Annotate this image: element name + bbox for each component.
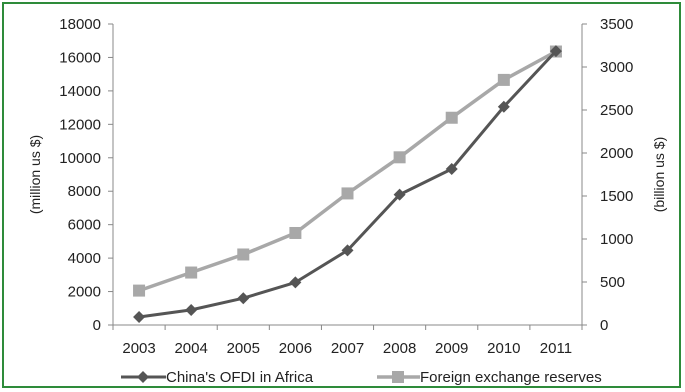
data-point — [497, 73, 510, 86]
left-y-tick-label: 6000 — [68, 217, 101, 234]
data-point — [237, 292, 250, 305]
data-point — [549, 45, 562, 58]
legend: China's OFDI in Africa Foreign exchange … — [121, 369, 602, 386]
x-tick-label: 2009 — [435, 340, 468, 357]
right-y-tick-label: 3500 — [600, 16, 633, 33]
x-tick-label: 2005 — [227, 340, 260, 357]
right-y-tick-label: 2000 — [600, 145, 633, 162]
left-y-tick-label: 14000 — [59, 83, 101, 100]
right-y-axis-label: (billion us $) — [651, 137, 667, 212]
data-point — [237, 248, 250, 261]
x-tick-label: 2007 — [331, 340, 364, 357]
left-y-ticks: 0 2000 4000 6000 8000 10000 12000 14000 16000 180… — [59, 16, 113, 334]
legend-reserves-marker — [392, 371, 404, 383]
data-point — [393, 151, 406, 164]
right-y-ticks: 0 500 1000 1500 2000 2500 3000 3500 — [582, 16, 633, 334]
left-y-tick-label: 2000 — [68, 284, 101, 301]
left-y-tick-label: 16000 — [59, 49, 101, 66]
data-point — [497, 100, 510, 113]
legend-ofdi-label: China's OFDI in Africa — [166, 369, 314, 386]
data-point — [133, 284, 146, 297]
axes — [112, 24, 583, 326]
left-y-axis-label: (million us $) — [27, 135, 43, 214]
left-y-tick-label: 0 — [93, 317, 101, 334]
x-ticks: 2003 2004 2005 2006 2007 2008 2009 2010 2011 — [112, 325, 583, 357]
series-line — [138, 50, 557, 319]
x-tick-label: 2006 — [279, 340, 312, 357]
right-y-tick-label: 0 — [600, 317, 608, 334]
right-y-tick-label: 1000 — [600, 231, 633, 248]
data-point — [133, 310, 146, 323]
right-y-tick-label: 3000 — [600, 59, 633, 76]
left-y-tick-label: 8000 — [68, 183, 101, 200]
series-layer — [133, 45, 562, 323]
data-point — [289, 276, 302, 289]
data-point — [289, 226, 302, 239]
x-tick-label: 2004 — [174, 340, 207, 357]
right-y-tick-label: 500 — [600, 274, 625, 291]
legend-reserves-label: Foreign exchange reserves — [420, 369, 602, 386]
x-tick-label: 2010 — [487, 340, 520, 357]
data-point — [445, 111, 458, 124]
left-y-tick-label: 12000 — [59, 116, 101, 133]
data-point — [341, 187, 354, 200]
left-y-tick-label: 10000 — [59, 150, 101, 167]
x-tick-label: 2008 — [383, 340, 416, 357]
x-tick-label: 2011 — [540, 340, 572, 357]
data-point — [185, 266, 198, 279]
left-y-tick-label: 18000 — [59, 16, 101, 33]
legend-ofdi-marker — [137, 371, 149, 383]
left-y-tick-label: 4000 — [68, 250, 101, 267]
series-reserves — [133, 45, 562, 297]
right-y-tick-label: 2500 — [600, 102, 633, 119]
x-tick-label: 2003 — [122, 340, 155, 357]
data-point — [393, 188, 406, 201]
series-ofdi — [133, 45, 562, 323]
data-point — [341, 244, 354, 257]
right-y-tick-label: 1500 — [600, 188, 633, 205]
data-point — [185, 303, 198, 316]
data-point — [445, 162, 458, 175]
